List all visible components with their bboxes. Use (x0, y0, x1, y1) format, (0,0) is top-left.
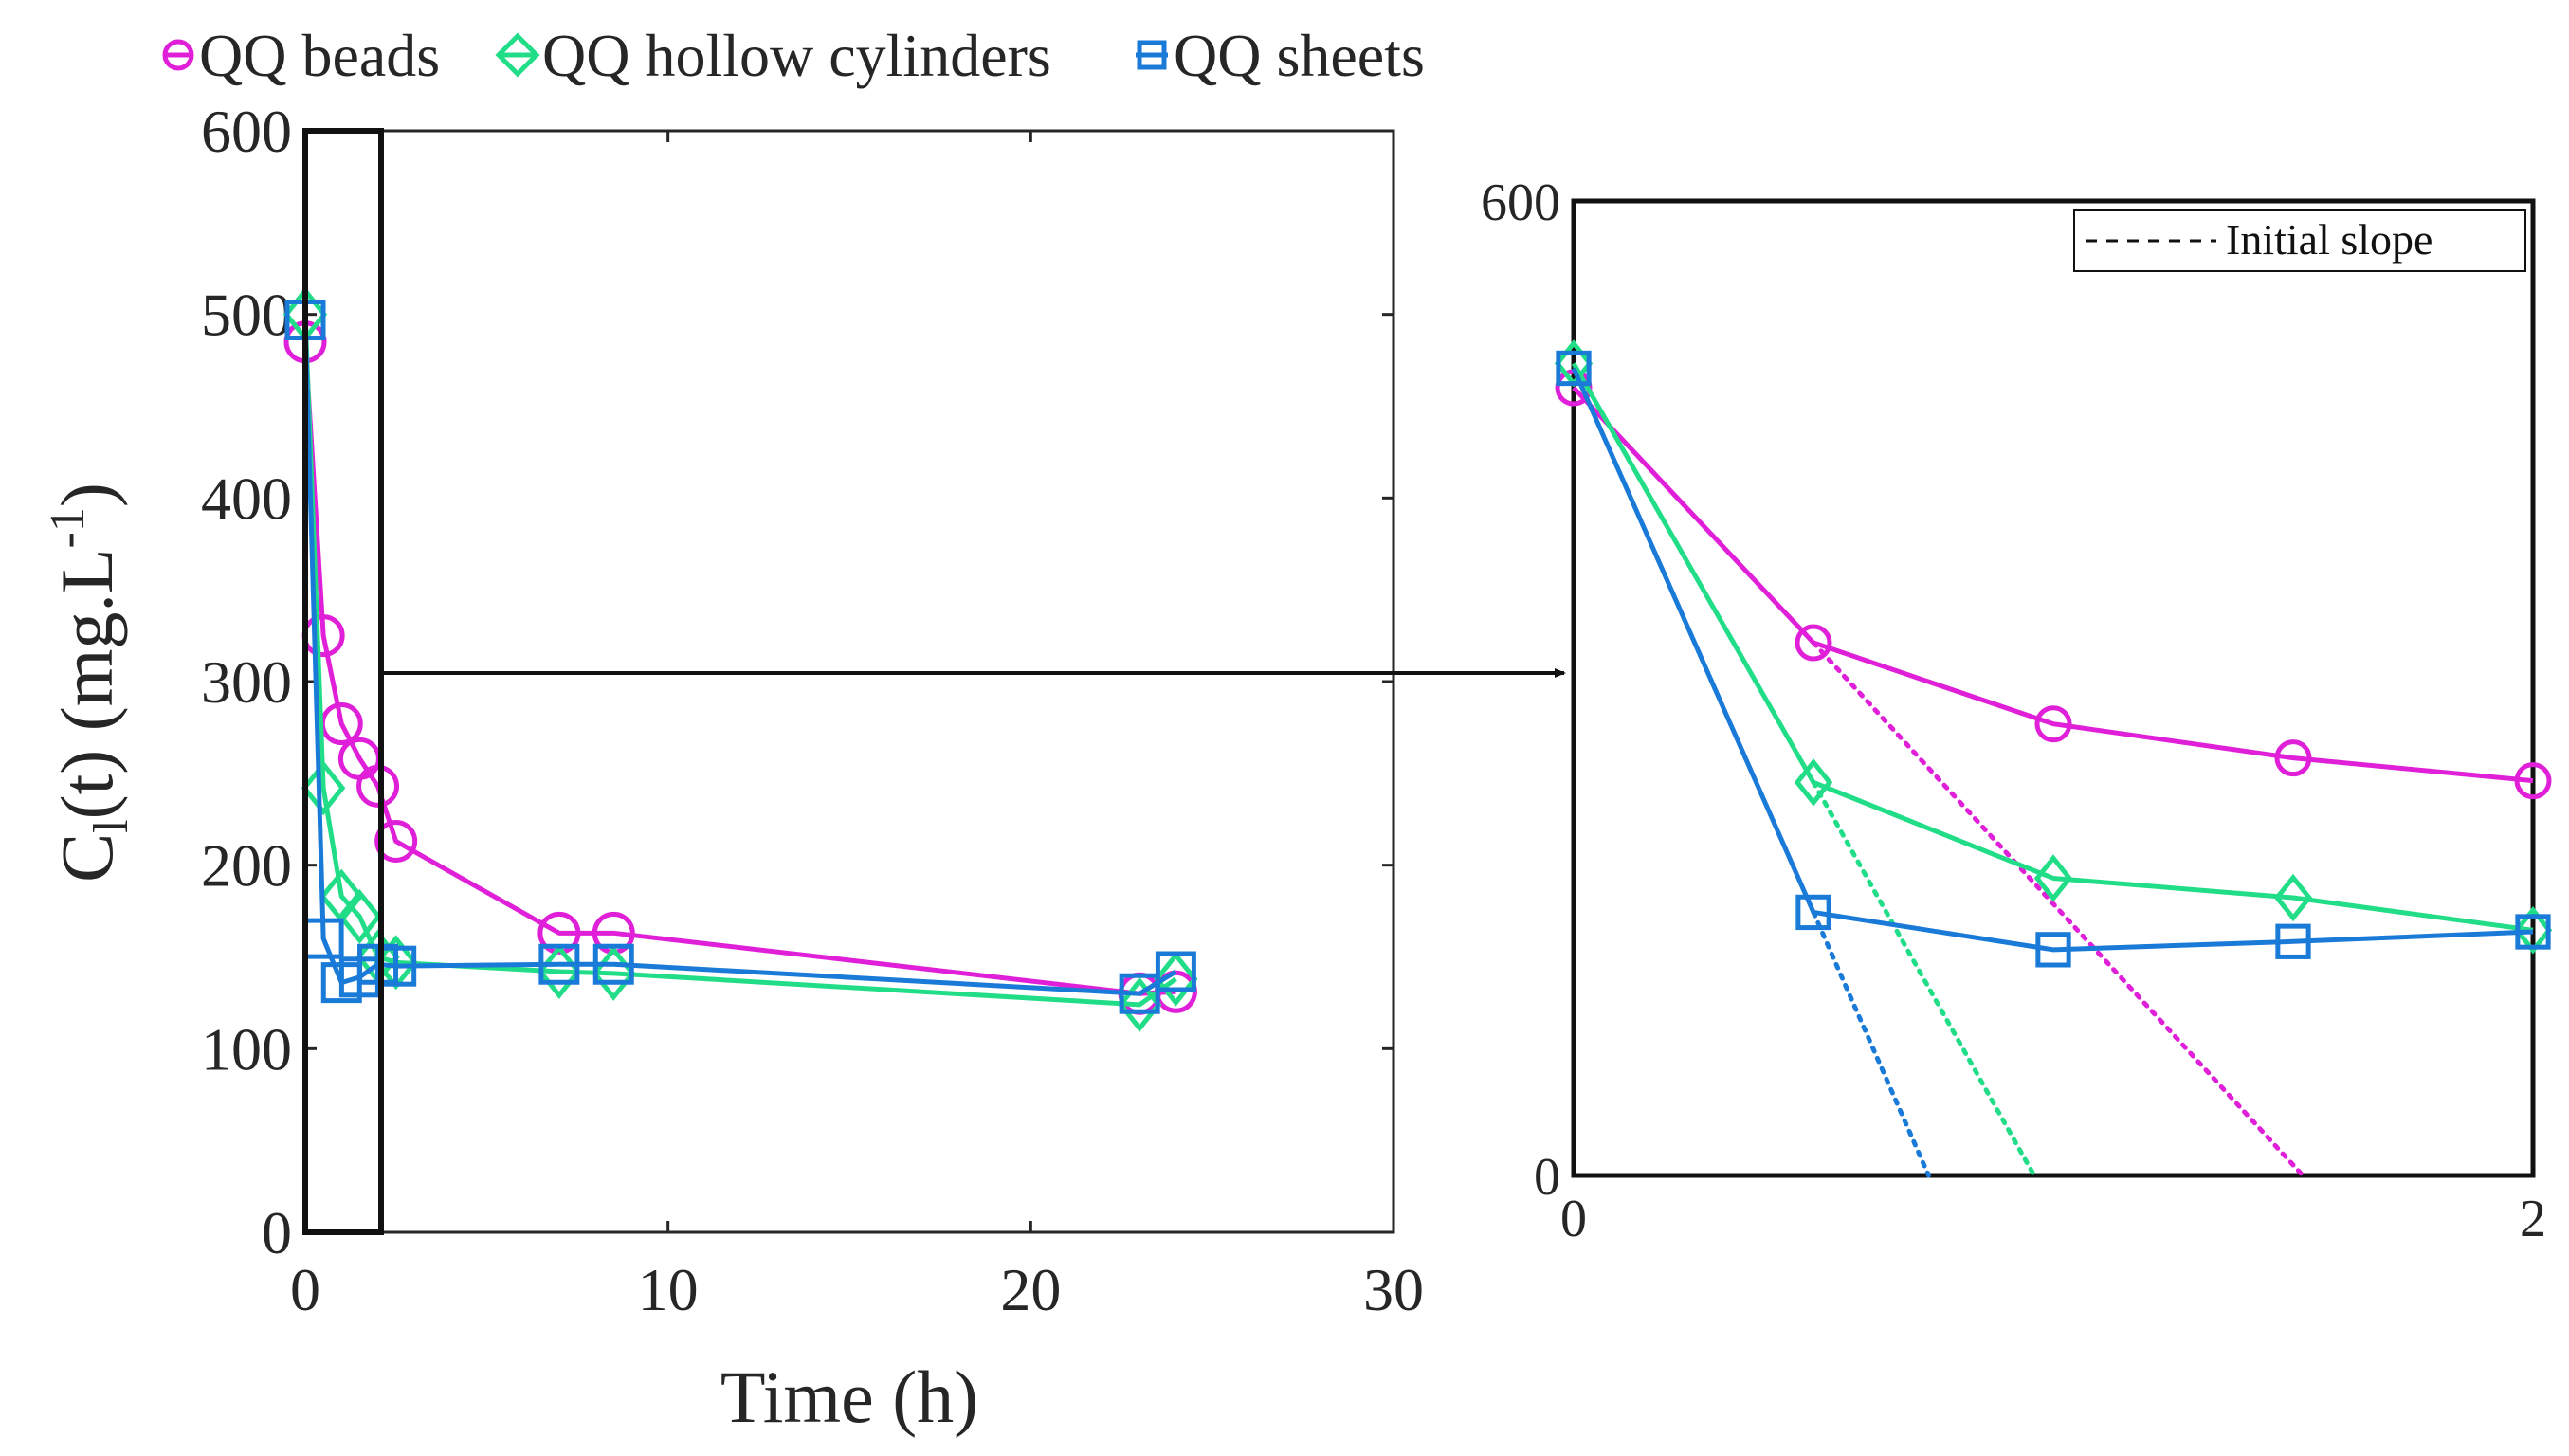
inset-slope-qq-beads-slope (1811, 640, 2305, 1178)
y-tick-label-6: 600 (201, 98, 292, 165)
x-tick-label-1: 2 (2520, 1190, 2546, 1248)
y-tick-label-1: 100 (201, 1015, 292, 1083)
legend: QQ beads QQ hollow cylinders QQ sheets (162, 22, 1425, 89)
zoom-box (302, 128, 384, 1235)
y-axis-title-close: ) (46, 482, 128, 507)
inset-point-qq-hollow-cylinders-2 (2033, 854, 2073, 902)
y-axis-title: Cl(t) (mg.L-1) (41, 482, 138, 883)
inset-slope-qq-hollow-cylinders-slope (1811, 779, 2037, 1178)
x-tick-label-2: 20 (1000, 1256, 1061, 1323)
main-point-qq-sheets-9 (1155, 951, 1196, 992)
inset-point-qq-sheets-4 (2515, 914, 2551, 950)
x-axis-title: Time (h) (720, 1356, 978, 1438)
main-line-qq-beads (302, 341, 1176, 996)
legend-marker-square (1137, 40, 1167, 70)
y-tick-label-0: 0 (1534, 1148, 1560, 1207)
legend-label-cylinders: QQ hollow cylinders (542, 22, 1051, 89)
main-series-group (282, 286, 1198, 1032)
y-tick-label-3: 300 (201, 648, 292, 716)
main-point-qq-hollow-cylinders-1 (301, 760, 346, 816)
y-tick-label-0: 0 (262, 1199, 292, 1266)
y-tick-label-1: 600 (1481, 173, 1560, 232)
inset-point-qq-hollow-cylinders-4 (2513, 906, 2553, 955)
inset-point-qq-hollow-cylinders-3 (2273, 873, 2313, 922)
inset-series-group (1554, 339, 2553, 968)
inset-legend: Initial slope (2073, 209, 2526, 272)
inset-slope-qq-sheets-slope (1811, 909, 1931, 1178)
main-point-qq-beads-6 (537, 911, 581, 955)
y-axis-title-suffix: (t) (mg.L (46, 548, 128, 819)
main-series-qq-hollow-cylinders (282, 286, 1198, 1032)
inset-point-qq-sheets-0 (1556, 350, 1592, 387)
x-tick-label-3: 30 (1363, 1256, 1424, 1323)
inset-y-axis: 0 600 (1481, 173, 1560, 1207)
y-axis-title-subscript: l (84, 819, 138, 832)
main-point-qq-hollow-cylinders-9 (1154, 951, 1198, 1007)
inset-series-qq-sheets (1556, 350, 2551, 968)
inset-series-qq-hollow-cylinders (1554, 339, 2553, 955)
inset-point-qq-sheets-1 (1795, 894, 1831, 931)
inset-point-qq-sheets-3 (2275, 923, 2311, 959)
inset-point-qq-beads-2 (2034, 705, 2072, 743)
y-tick-label-4: 400 (201, 464, 292, 532)
inset-point-qq-sheets-2 (2035, 932, 2071, 968)
main-point-qq-sheets-6 (538, 943, 580, 985)
inset-line-qq-beads (1572, 386, 2534, 784)
main-point-qq-beads-5 (374, 819, 418, 863)
y-axis-title-superscript: -1 (41, 507, 95, 548)
main-series-qq-sheets (284, 299, 1196, 1014)
main-point-qq-sheets-7 (592, 943, 634, 985)
inset-point-qq-hollow-cylinders-1 (1794, 758, 1833, 807)
main-x-axis: 0 10 20 30 (290, 131, 1424, 1323)
inset-line-qq-sheets (1571, 367, 2534, 953)
x-tick-label-0: 0 (1560, 1190, 1587, 1248)
legend-item-cylinders: QQ hollow cylinders (495, 22, 1051, 89)
x-tick-label-0: 0 (290, 1256, 320, 1323)
legend-label-sheets: QQ sheets (1174, 22, 1425, 89)
main-point-qq-hollow-cylinders-3 (337, 888, 382, 944)
main-chart: 0 100 200 300 400 500 600 0 10 20 30 Time (h) Cl(… (41, 98, 1424, 1438)
legend-marker-diamond (495, 32, 540, 78)
legend-item-sheets: QQ sheets (1136, 22, 1425, 89)
x-tick-label-1: 10 (638, 1256, 699, 1323)
main-line-qq-hollow-cylinders (302, 314, 1177, 1008)
inset-slope-group (1811, 640, 2305, 1178)
inset-series-qq-beads (1555, 369, 2552, 800)
inset-point-qq-beads-4 (2514, 762, 2552, 800)
main-point-qq-beads-4 (356, 764, 400, 808)
legend-marker-circle (162, 39, 194, 71)
legend-item-beads: QQ beads (162, 22, 440, 89)
y-tick-label-2: 200 (201, 832, 292, 900)
inset-point-qq-beads-1 (1795, 624, 1832, 662)
inset-plot-frame (1571, 198, 2536, 1178)
main-line-qq-sheets (302, 319, 1177, 996)
legend-label-beads: QQ beads (199, 22, 440, 89)
main-series-qq-beads (283, 320, 1197, 1015)
main-point-qq-sheets-5 (375, 945, 417, 987)
y-axis-title-prefix: C (46, 833, 128, 883)
main-point-qq-hollow-cylinders-8 (1117, 976, 1162, 1032)
inset-legend-label: Initial slope (2226, 215, 2432, 264)
main-y-axis: 0 100 200 300 400 500 600 (201, 98, 1394, 1266)
main-point-qq-sheets-8 (1119, 973, 1160, 1014)
main-plot-frame (303, 129, 1395, 1234)
inset-point-qq-beads-3 (2274, 739, 2312, 777)
y-tick-label-5: 500 (201, 282, 292, 349)
inset-line-qq-hollow-cylinders (1571, 362, 2534, 933)
